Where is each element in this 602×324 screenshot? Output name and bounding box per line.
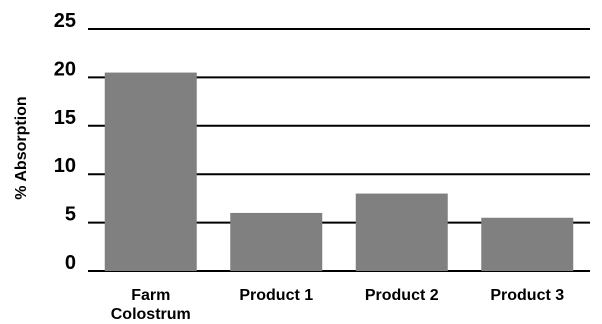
y-tick-labels: 0 5 10 15 20 25 [54,10,76,274]
y-tick-label: 0 [65,252,76,274]
bar [104,72,197,271]
x-tick-label: Product 1 [239,287,313,304]
y-tick-label: 20 [54,58,76,80]
bar [481,217,574,271]
bar [355,193,448,271]
y-axis-title: % Absorption [13,96,30,199]
bars [104,72,574,271]
bar [230,212,323,271]
y-tick-label: 25 [54,10,76,32]
x-tick-label: Farm [131,287,170,304]
x-tick-label: Colostrum [111,306,191,323]
y-tick-label: 5 [65,204,76,226]
x-tick-label: Product 2 [365,287,439,304]
y-tick-label: 15 [54,107,76,129]
y-tick-label: 10 [54,155,76,177]
x-tick-label: Product 3 [490,287,564,304]
x-tick-labels: Farm Colostrum Product 1 Product 2 Product 3 [111,287,564,323]
